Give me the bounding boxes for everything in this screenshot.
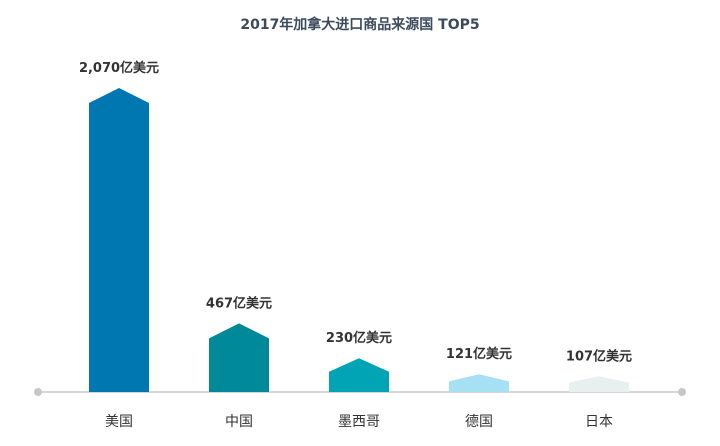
category-label-5: 日本 [585,414,613,430]
axis-end-dot [678,388,686,396]
axis-start-dot [34,388,42,396]
value-label-1: 2,070亿美元 [79,60,159,76]
bar-2 [209,323,269,392]
category-label-3: 墨西哥 [338,414,380,430]
bar-3 [329,358,389,392]
category-label-2: 中国 [225,414,253,430]
bar-4 [449,374,509,392]
category-label-4: 德国 [465,414,493,430]
bar-5 [569,376,629,392]
value-label-4: 121亿美元 [446,346,512,362]
category-label-1: 美国 [105,414,133,430]
chart-title: 2017年加拿大进口商品来源国 TOP5 [240,17,480,33]
bar-1 [89,88,149,392]
value-label-2: 467亿美元 [206,295,272,311]
value-label-5: 107亿美元 [566,348,632,364]
value-label-3: 230亿美元 [326,330,392,346]
